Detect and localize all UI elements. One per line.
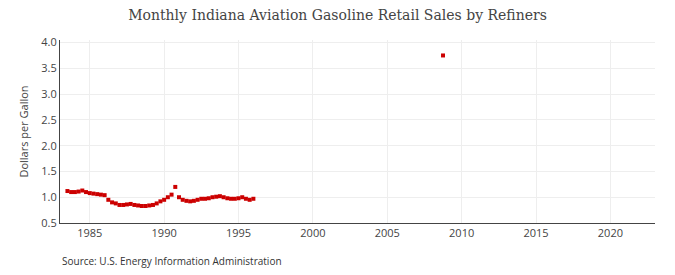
svg-text:4.0: 4.0 bbox=[41, 34, 56, 49]
svg-text:2015: 2015 bbox=[523, 225, 548, 240]
svg-text:2.5: 2.5 bbox=[41, 112, 56, 127]
svg-text:Monthly Indiana Aviation Gasol: Monthly Indiana Aviation Gasoline Retail… bbox=[128, 7, 547, 23]
svg-text:1995: 1995 bbox=[226, 225, 251, 240]
svg-text:2000: 2000 bbox=[300, 225, 325, 240]
svg-text:1990: 1990 bbox=[152, 225, 177, 240]
svg-text:3.5: 3.5 bbox=[41, 60, 56, 75]
svg-text:2020: 2020 bbox=[598, 225, 623, 240]
svg-text:2005: 2005 bbox=[375, 225, 400, 240]
svg-text:0.5: 0.5 bbox=[41, 215, 56, 230]
svg-text:1.5: 1.5 bbox=[41, 163, 56, 178]
svg-text:2.0: 2.0 bbox=[41, 138, 56, 153]
svg-text:1.0: 1.0 bbox=[41, 189, 56, 204]
svg-text:2010: 2010 bbox=[449, 225, 474, 240]
svg-text:1985: 1985 bbox=[77, 225, 102, 240]
svg-text:Dollars per Gallon: Dollars per Gallon bbox=[16, 85, 31, 177]
svg-text:3.0: 3.0 bbox=[41, 86, 56, 101]
svg-text:Source: U.S. Energy Informatio: Source: U.S. Energy Information Administ… bbox=[62, 254, 282, 268]
